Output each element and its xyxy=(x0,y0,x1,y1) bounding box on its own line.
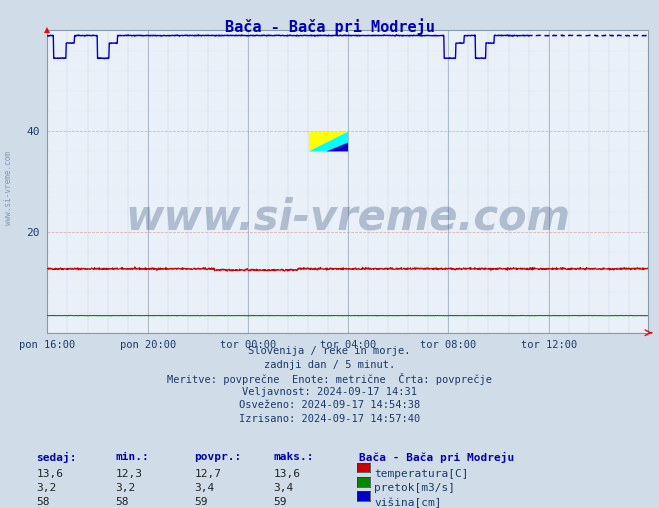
Text: sedaj:: sedaj: xyxy=(36,452,76,463)
Text: temperatura[C]: temperatura[C] xyxy=(374,469,469,479)
Text: 3,2: 3,2 xyxy=(36,483,57,493)
Text: Veljavnost: 2024-09-17 14:31: Veljavnost: 2024-09-17 14:31 xyxy=(242,387,417,397)
Text: višina[cm]: višina[cm] xyxy=(374,497,442,507)
Text: 59: 59 xyxy=(194,497,208,507)
Polygon shape xyxy=(326,143,348,151)
Text: 58: 58 xyxy=(115,497,129,507)
Text: pretok[m3/s]: pretok[m3/s] xyxy=(374,483,455,493)
Text: Slovenija / reke in morje.: Slovenija / reke in morje. xyxy=(248,346,411,357)
Text: 3,2: 3,2 xyxy=(115,483,136,493)
Text: www.si-vreme.com: www.si-vreme.com xyxy=(4,151,13,225)
Text: Bača - Bača pri Modreju: Bača - Bača pri Modreju xyxy=(225,18,434,35)
Text: 3,4: 3,4 xyxy=(273,483,294,493)
Text: Meritve: povprečne  Enote: metrične  Črta: povprečje: Meritve: povprečne Enote: metrične Črta:… xyxy=(167,373,492,386)
Text: zadnji dan / 5 minut.: zadnji dan / 5 minut. xyxy=(264,360,395,370)
Polygon shape xyxy=(309,132,348,151)
Text: 12,7: 12,7 xyxy=(194,469,221,479)
Polygon shape xyxy=(309,132,348,151)
Text: 59: 59 xyxy=(273,497,287,507)
Text: 3,4: 3,4 xyxy=(194,483,215,493)
Text: maks.:: maks.: xyxy=(273,452,314,462)
Text: min.:: min.: xyxy=(115,452,149,462)
Text: Bača - Bača pri Modreju: Bača - Bača pri Modreju xyxy=(359,452,515,463)
Text: www.si-vreme.com: www.si-vreme.com xyxy=(125,197,571,239)
Text: 13,6: 13,6 xyxy=(273,469,301,479)
Text: povpr.:: povpr.: xyxy=(194,452,242,462)
Text: 13,6: 13,6 xyxy=(36,469,63,479)
Text: Osveženo: 2024-09-17 14:54:38: Osveženo: 2024-09-17 14:54:38 xyxy=(239,400,420,410)
Text: Izrisano: 2024-09-17 14:57:40: Izrisano: 2024-09-17 14:57:40 xyxy=(239,414,420,424)
Text: 58: 58 xyxy=(36,497,49,507)
Text: 12,3: 12,3 xyxy=(115,469,142,479)
